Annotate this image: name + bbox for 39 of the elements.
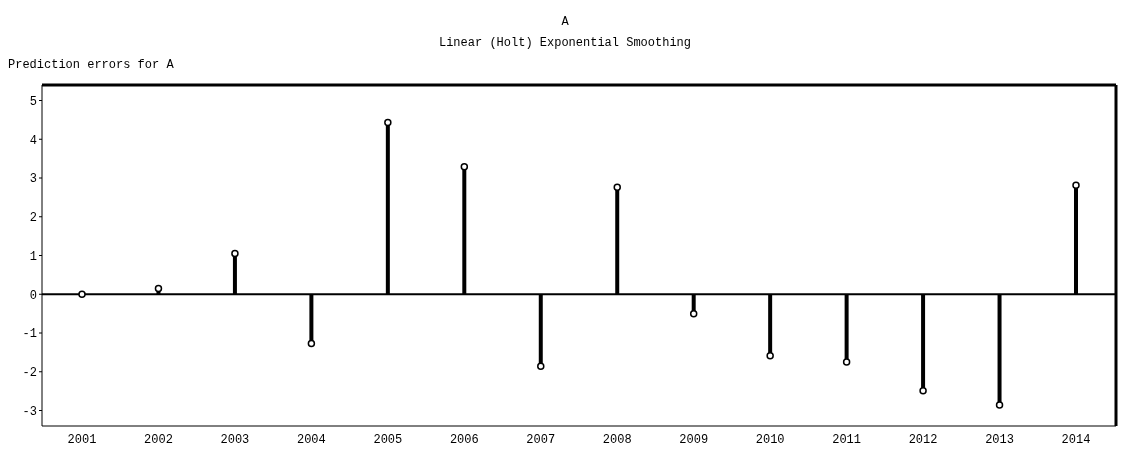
y-axis-title: Prediction errors for A	[8, 57, 175, 74]
y-tick-label: -1	[22, 327, 37, 342]
x-tick-label: 2011	[832, 432, 862, 447]
point	[537, 362, 545, 371]
point	[1072, 181, 1080, 190]
x-tick-label: 2012	[908, 432, 938, 447]
point	[766, 352, 774, 360]
x-tick-label: 2006	[449, 432, 479, 447]
x-tick-label: 2003	[220, 432, 250, 447]
x-tick-label: 2014	[1061, 432, 1091, 447]
x-tick-label: 2013	[985, 432, 1014, 447]
y-tick-label: 5	[29, 94, 37, 109]
x-tick-label: 2007	[526, 432, 556, 447]
point	[613, 183, 621, 192]
y-tick-label: 1	[29, 249, 37, 264]
chart-title: A	[560, 14, 570, 31]
x-tick-label: 2010	[755, 432, 785, 447]
point	[384, 118, 392, 127]
point	[689, 309, 698, 318]
y-tick-label: 3	[29, 172, 37, 187]
point	[995, 401, 1004, 409]
y-tick-label: -3	[22, 404, 37, 419]
x-tick-label: 2001	[67, 432, 97, 447]
y-tick-label: 2	[29, 211, 37, 226]
x-tick-label: 2002	[144, 432, 173, 447]
point	[842, 358, 851, 366]
x-tick-label: 2008	[602, 432, 632, 447]
y-tick-label: 0	[29, 288, 37, 303]
x-tick-label: 2009	[679, 432, 709, 447]
y-tick-label: 4	[29, 133, 37, 148]
point	[460, 163, 469, 171]
point	[154, 284, 163, 293]
x-tick-label: 2005	[373, 432, 403, 447]
point	[231, 249, 239, 258]
point	[307, 339, 316, 348]
point	[919, 386, 927, 395]
chart-subtitle: Linear (Holt) Exponential Smoothing	[437, 35, 692, 52]
y-tick-label: -2	[22, 366, 37, 381]
x-tick-label: 2004	[296, 432, 326, 447]
